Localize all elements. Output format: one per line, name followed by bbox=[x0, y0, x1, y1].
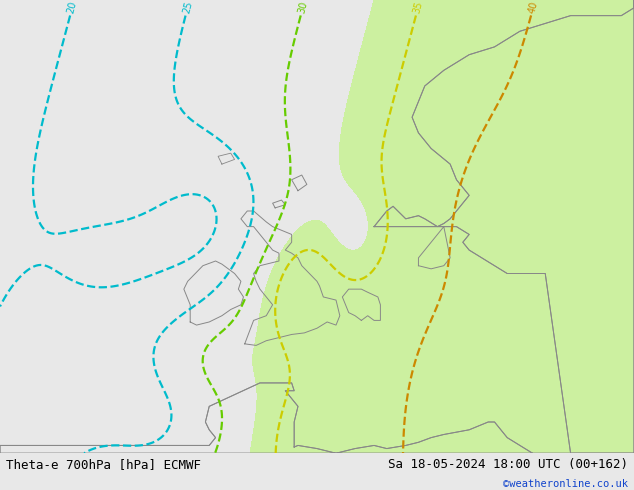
Text: 25: 25 bbox=[181, 0, 194, 15]
Text: 35: 35 bbox=[411, 0, 424, 15]
Text: Theta-e 700hPa [hPa] ECMWF: Theta-e 700hPa [hPa] ECMWF bbox=[6, 458, 202, 471]
Text: 20: 20 bbox=[66, 0, 79, 15]
Text: 40: 40 bbox=[527, 0, 540, 15]
Text: Sa 18-05-2024 18:00 UTC (00+162): Sa 18-05-2024 18:00 UTC (00+162) bbox=[387, 458, 628, 471]
Text: ©weatheronline.co.uk: ©weatheronline.co.uk bbox=[503, 480, 628, 490]
Text: 30: 30 bbox=[297, 0, 309, 15]
